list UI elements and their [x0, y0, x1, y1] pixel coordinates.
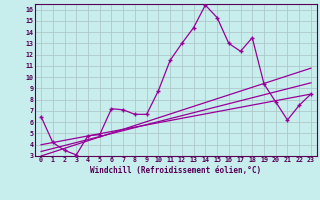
X-axis label: Windchill (Refroidissement éolien,°C): Windchill (Refroidissement éolien,°C)	[91, 166, 261, 175]
